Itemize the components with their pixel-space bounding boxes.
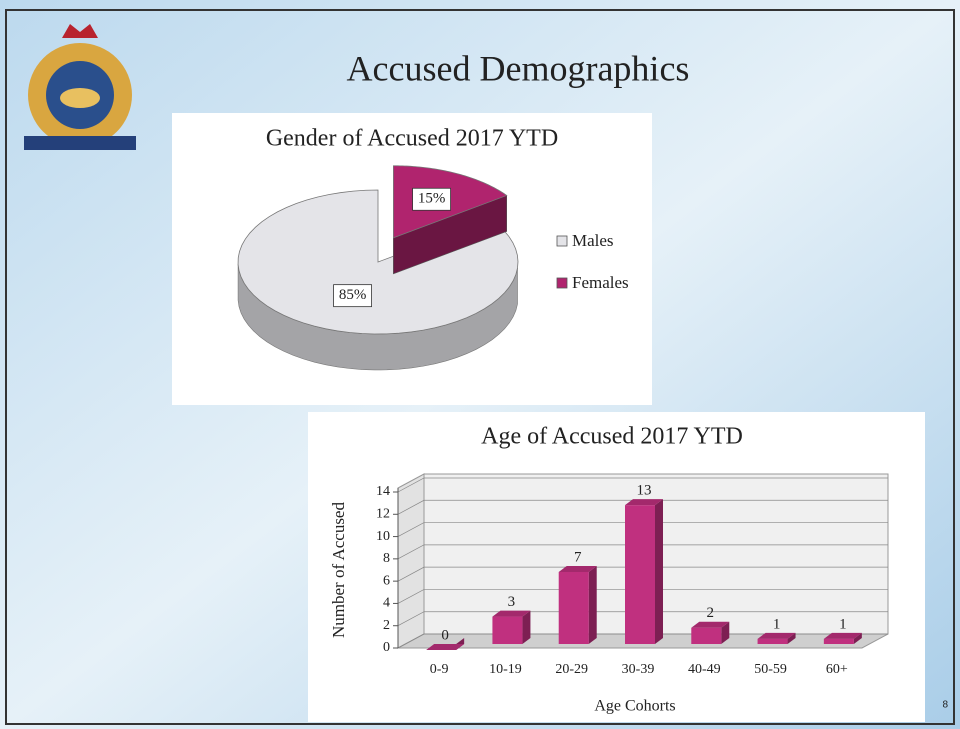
y-tick-label: 12 <box>376 507 390 522</box>
bar-front <box>757 638 788 644</box>
bar-side <box>588 566 597 644</box>
bar-front <box>625 505 655 644</box>
x-tick-label: 20-29 <box>555 662 588 677</box>
y-tick-label: 14 <box>376 484 390 499</box>
chart-title: Gender of Accused 2017 YTD <box>266 126 558 152</box>
bar-top <box>558 566 597 572</box>
data-label: 15% <box>418 191 446 207</box>
data-label-box <box>333 284 372 308</box>
grid-line <box>397 477 888 493</box>
data-label: 0 <box>441 627 449 643</box>
bar-side <box>655 499 663 644</box>
grid-line <box>397 633 888 649</box>
bar-top <box>691 621 730 628</box>
data-label: 2 <box>707 605 715 621</box>
bar-side <box>721 621 730 644</box>
data-label: 7 <box>574 549 582 565</box>
data-label: 85% <box>339 287 367 303</box>
legend-swatch <box>556 277 568 289</box>
bar-top <box>757 632 796 639</box>
x-tick-label: 10-19 <box>489 662 522 677</box>
x-axis-label: Age Cohorts <box>594 698 675 715</box>
data-label: 1 <box>839 616 847 632</box>
y-tick-label: 4 <box>383 596 390 611</box>
x-tick-label: 30-39 <box>622 662 655 677</box>
bar-side <box>787 632 796 644</box>
y-tick-label: 10 <box>376 529 390 544</box>
side-wall <box>397 473 425 649</box>
grid-line <box>397 522 888 537</box>
grid-line <box>397 499 888 515</box>
x-tick-label: 60+ <box>826 662 848 677</box>
legend-label: Males <box>572 231 614 250</box>
grid-line <box>397 589 888 604</box>
x-tick-label: 40-49 <box>688 662 721 677</box>
bar <box>426 638 465 650</box>
y-tick-label: 8 <box>383 551 390 566</box>
bar-top <box>426 644 465 650</box>
bar-front <box>492 616 523 644</box>
x-tick-label: 0-9 <box>430 662 449 677</box>
bar-front <box>558 572 589 644</box>
data-label: 1 <box>773 616 781 632</box>
bar <box>757 632 796 644</box>
y-axis-label: Number of Accused <box>329 502 348 638</box>
bar-front <box>823 638 854 644</box>
bar <box>691 621 730 644</box>
logo <box>24 24 136 150</box>
y-tick-label: 6 <box>383 573 390 588</box>
bar-side <box>853 632 862 644</box>
legend-label: Females <box>572 273 629 292</box>
x-tick-label: 50-59 <box>754 662 787 677</box>
chart-title: Age of Accused 2017 YTD <box>481 424 743 450</box>
legend-swatch <box>556 235 568 247</box>
grid-line <box>397 566 888 582</box>
slide-title: Accused Demographics <box>347 48 690 88</box>
pie-slice <box>237 189 519 371</box>
slice-top <box>237 189 519 335</box>
bar <box>823 632 862 644</box>
bar-top <box>625 499 663 506</box>
data-label: 3 <box>508 594 516 610</box>
data-label: 13 <box>637 483 652 499</box>
page-number: 8 <box>942 700 948 711</box>
bar-top <box>492 610 531 617</box>
bar-front <box>691 627 722 644</box>
grid-line <box>397 544 888 560</box>
slide-border <box>5 9 955 725</box>
bar <box>625 499 663 644</box>
bar-side <box>522 610 531 644</box>
bar <box>492 610 531 644</box>
grid-line <box>397 611 888 627</box>
bar-top <box>823 632 862 639</box>
y-tick-label: 0 <box>383 640 390 655</box>
data-label-box <box>412 187 451 211</box>
y-tick-label: 2 <box>383 618 390 633</box>
bar <box>558 566 597 644</box>
